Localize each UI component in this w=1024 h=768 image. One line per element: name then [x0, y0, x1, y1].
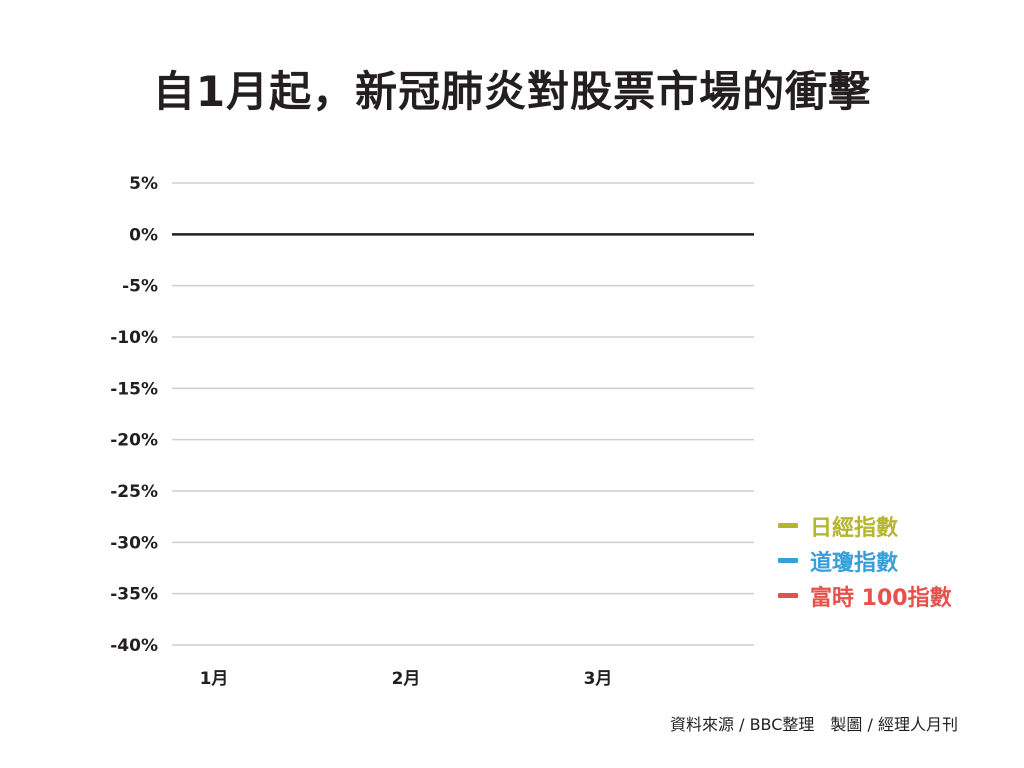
legend-item-dow-jones: 道瓊指數 [778, 543, 952, 578]
y-tick-label: 0% [129, 225, 158, 245]
legend-item-ftse100: 富時 100指數 [778, 578, 952, 613]
legend: 日經指數 道瓊指數 富時 100指數 [778, 508, 952, 613]
legend-swatch-ftse100 [778, 593, 798, 598]
legend-swatch-nikkei [778, 523, 798, 528]
y-tick-label: -10% [110, 328, 158, 348]
y-tick-label: 5% [129, 174, 158, 194]
y-tick-label: -30% [110, 533, 158, 553]
y-tick-label: -25% [110, 482, 158, 502]
chart-title: 自1月起，新冠肺炎對股票市場的衝擊 [152, 67, 872, 116]
y-tick-label: -40% [110, 636, 158, 656]
legend-item-nikkei: 日經指數 [778, 508, 952, 543]
x-axis-tick-labels: 1月 2月 3月 [200, 669, 613, 689]
x-tick-label: 1月 [200, 669, 229, 689]
y-axis-tick-labels: 5% 0% -5% -10% -15% -20% -25% -30% -35% -40% [110, 174, 158, 656]
y-tick-label: -5% [122, 277, 158, 297]
x-tick-label: 2月 [392, 669, 421, 689]
y-tick-label: -15% [110, 379, 158, 399]
y-tick-label: -35% [110, 585, 158, 605]
y-tick-label: -20% [110, 431, 158, 451]
legend-label-nikkei: 日經指數 [810, 515, 899, 541]
legend-label-dow-jones: 道瓊指數 [810, 550, 899, 576]
x-tick-label: 3月 [584, 669, 613, 689]
legend-swatch-dow-jones [778, 558, 798, 563]
legend-label-ftse100: 富時 100指數 [810, 585, 952, 611]
grid-lines [172, 182, 754, 646]
source-credit: 資料來源 / BBC整理 製圖 / 經理人月刊 [670, 715, 958, 734]
